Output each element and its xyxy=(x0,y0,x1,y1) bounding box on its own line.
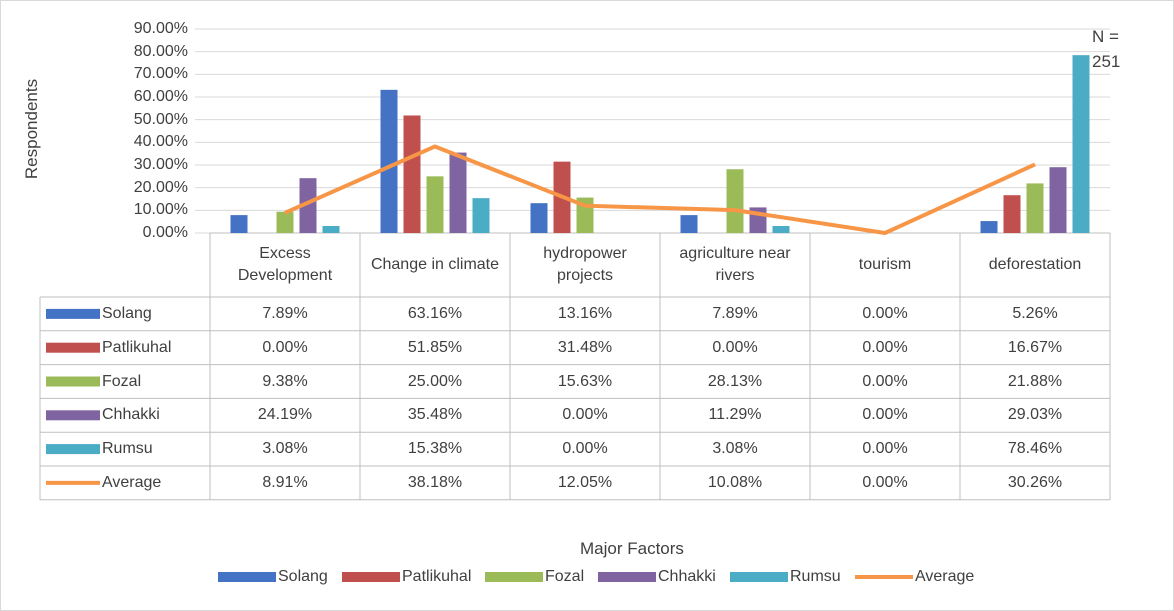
legend-label: Average xyxy=(915,568,975,585)
table-value: 35.48% xyxy=(407,406,463,424)
bar xyxy=(680,215,698,233)
row-header: Fozal xyxy=(102,372,142,390)
y-tick-label: 10.00% xyxy=(133,201,188,219)
legend-label: Rumsu xyxy=(790,568,841,585)
category-label: Change in climate xyxy=(370,256,500,273)
table-legend-key xyxy=(46,376,100,387)
line xyxy=(284,144,1036,235)
y-tick-label: 50.00% xyxy=(133,110,188,128)
table-value: 7.89% xyxy=(712,304,758,322)
bar xyxy=(726,169,744,233)
table-value: 29.03% xyxy=(1007,406,1063,424)
bar xyxy=(380,89,398,233)
bar xyxy=(322,226,340,233)
legend-label: Chhakki xyxy=(658,568,716,585)
table-value: 38.18% xyxy=(407,473,463,491)
legend-label: Patlikuhal xyxy=(402,568,472,585)
table-value: 51.85% xyxy=(407,338,463,356)
row-header: Chhakki xyxy=(102,406,160,424)
table-value: 15.38% xyxy=(407,440,463,458)
legend-label: Solang xyxy=(278,568,328,585)
table-value: 0.00% xyxy=(862,304,908,322)
bar xyxy=(1026,183,1044,233)
table-value: 78.46% xyxy=(1007,440,1063,458)
bar xyxy=(403,115,421,233)
bar xyxy=(1072,55,1090,233)
category-label: Excess Development xyxy=(237,245,333,284)
bar xyxy=(980,221,998,233)
table-value: 31.48% xyxy=(557,338,613,356)
table-value: 15.63% xyxy=(557,372,613,390)
table-value: 63.16% xyxy=(407,304,463,322)
y-axis-label: Respondents xyxy=(22,78,41,180)
legend-key xyxy=(730,572,788,582)
table-value: 30.26% xyxy=(1007,473,1063,491)
table-value: 28.13% xyxy=(707,372,763,390)
table-legend-key xyxy=(46,308,100,319)
bar xyxy=(276,211,294,233)
table-value: 7.89% xyxy=(262,304,308,322)
table-value: 0.00% xyxy=(862,440,908,458)
annotation: N = 251 xyxy=(1092,27,1121,71)
table-value: 0.00% xyxy=(712,338,758,356)
category-label: agriculture near rivers xyxy=(679,245,791,284)
table-value: 0.00% xyxy=(862,406,908,424)
table-value: 5.26% xyxy=(1012,304,1058,322)
y-tick-label: 80.00% xyxy=(133,42,188,60)
row-header: Patlikuhal xyxy=(102,338,172,356)
bar xyxy=(449,152,467,233)
table-value: 21.88% xyxy=(1007,372,1063,390)
table-value: 24.19% xyxy=(257,406,313,424)
y-tick-label: 90.00% xyxy=(133,20,188,37)
table-legend-key xyxy=(46,444,100,455)
row-header: Solang xyxy=(102,304,152,322)
bar xyxy=(1003,195,1021,233)
legend-key xyxy=(218,572,276,582)
y-tick-label: 20.00% xyxy=(133,178,188,196)
table-value: 11.29% xyxy=(708,406,762,424)
table-value: 12.05% xyxy=(557,473,613,491)
table-value: 16.67% xyxy=(1007,338,1063,356)
table-value: 0.00% xyxy=(262,338,308,356)
table-value: 3.08% xyxy=(262,440,308,458)
x-axis-label: Major Factors xyxy=(580,539,684,558)
category-label: tourism xyxy=(858,256,912,273)
table-legend-key xyxy=(46,342,100,353)
y-tick-label: 30.00% xyxy=(133,156,188,173)
bar xyxy=(472,198,490,233)
row-header: Average xyxy=(102,473,162,491)
bar xyxy=(230,215,248,233)
legend-key xyxy=(342,572,400,582)
row-header: Rumsu xyxy=(102,440,153,458)
table-value: 8.91% xyxy=(262,473,308,491)
table-value: 0.00% xyxy=(562,406,608,424)
legend-key xyxy=(485,572,543,582)
legend-label: Fozal xyxy=(545,568,585,585)
y-tick-label: 70.00% xyxy=(133,65,188,83)
table-value: 0.00% xyxy=(862,473,908,491)
y-tick-label: 60.00% xyxy=(133,88,188,105)
bar xyxy=(772,226,790,233)
category-label: deforestation xyxy=(988,256,1082,273)
table-value: 13.16% xyxy=(557,304,613,322)
bar xyxy=(426,176,444,233)
table-value: 9.38% xyxy=(262,372,308,390)
table-value: 0.00% xyxy=(862,338,908,356)
table-legend-key xyxy=(46,410,100,421)
legend-key xyxy=(598,572,656,582)
table-value: 3.08% xyxy=(712,440,758,458)
y-tick-label: 40.00% xyxy=(133,133,188,151)
category-label: hydropower projects xyxy=(543,245,627,284)
bar xyxy=(299,178,317,233)
table-value: 0.00% xyxy=(862,372,908,390)
table-value: 10.08% xyxy=(707,473,763,491)
table-value: 25.00% xyxy=(407,372,463,390)
bar xyxy=(530,203,548,233)
table-value: 0.00% xyxy=(562,440,608,458)
bar xyxy=(1049,167,1067,233)
y-tick-label: 0.00% xyxy=(142,224,188,241)
